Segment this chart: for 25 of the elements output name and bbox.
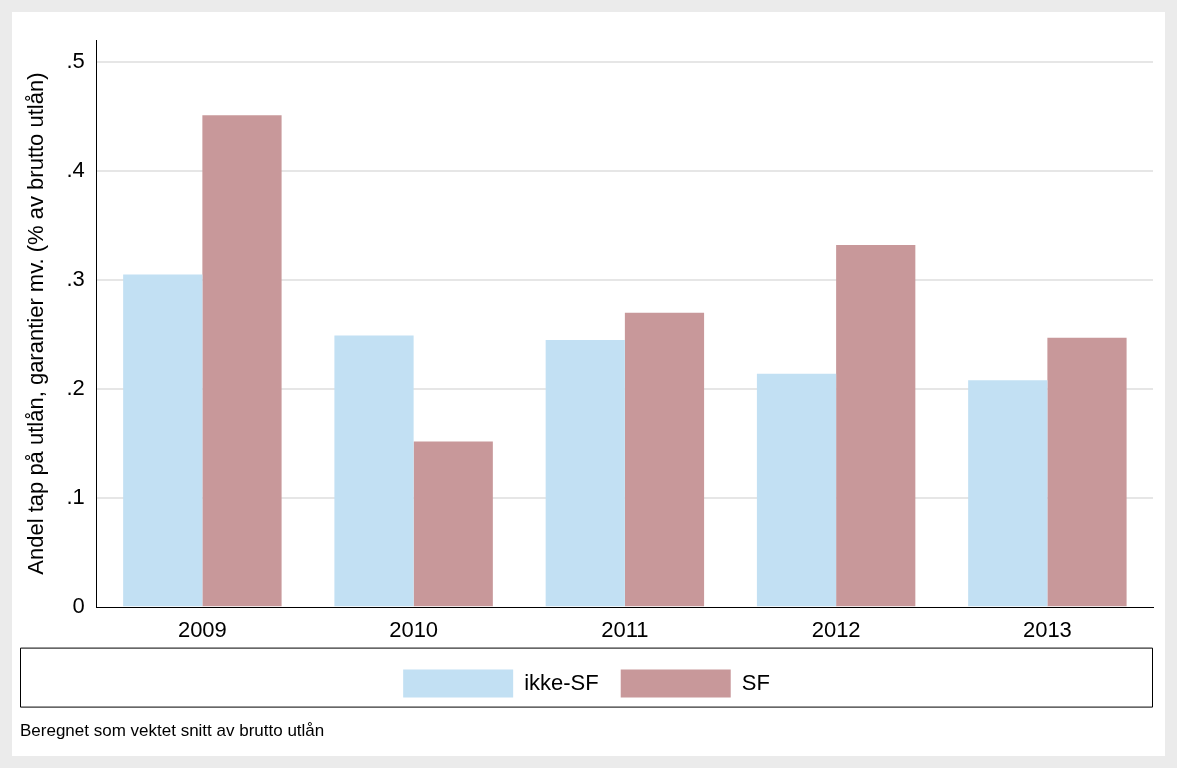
text: Beregnet som vektet snitt av brutto utlån: [20, 721, 325, 741]
bar: [1047, 337, 1127, 607]
bar: [968, 380, 1048, 607]
y-tick-label: .3: [66, 266, 85, 292]
legend-label: ikke-SF: [524, 669, 599, 695]
y-tick-label: .5: [66, 47, 85, 73]
bar: [413, 441, 493, 607]
y-tick-label: 0: [72, 593, 85, 619]
y-tick-label: .4: [66, 156, 85, 182]
legend-label: SF: [741, 669, 770, 695]
x-tick-label: 2010: [389, 617, 439, 643]
bar: [836, 245, 916, 607]
y-tick-label: .2: [66, 375, 85, 401]
bar: [202, 115, 282, 607]
bar: [123, 274, 203, 607]
bar: [545, 339, 625, 607]
x-tick-label: 2013: [1022, 617, 1072, 643]
y-tick-label: .1: [66, 484, 85, 510]
x-tick-label: 2011: [601, 617, 649, 643]
x-tick-label: 2009: [177, 617, 227, 643]
bar: [756, 373, 837, 607]
y-axis-title: Andel tap på utlån, garantier mv. (% av brutto utlån): [23, 72, 49, 575]
bar: [334, 335, 414, 607]
x-tick-label: 2012: [811, 617, 861, 643]
bar: [624, 312, 705, 607]
